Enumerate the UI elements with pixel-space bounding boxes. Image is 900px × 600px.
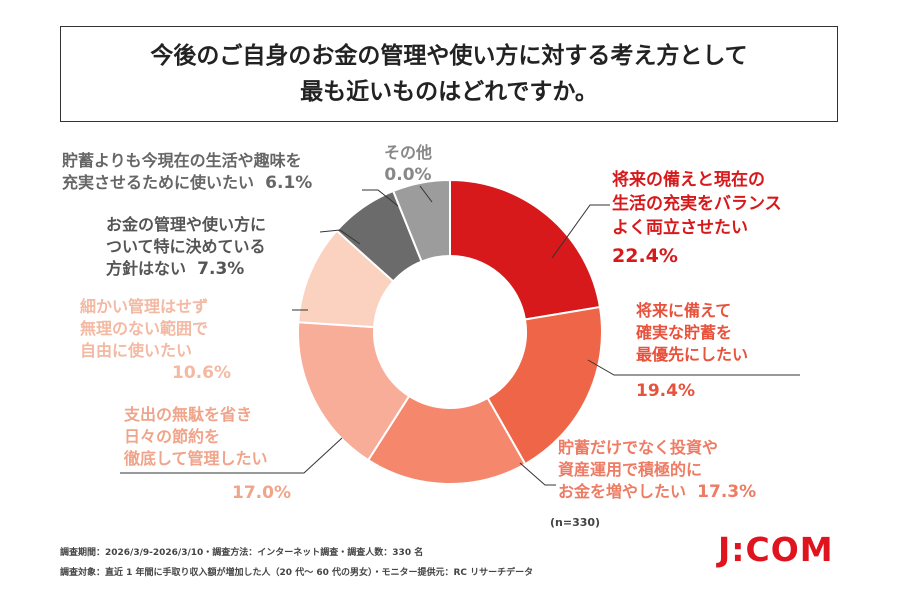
donut-slice-now: [391, 178, 451, 263]
leader-line-savings: [587, 359, 800, 376]
slice-label-invest: 貯蓄だけでなく投資や 資産運用で積極的に お金を増やしたい 17.3%: [558, 438, 757, 502]
slice-label-now: 貯蓄よりも今現在の生活や趣味を 充実させるために使いたい 6.1%: [62, 151, 313, 193]
title-line-2: 最も近いものはどれですか。: [300, 79, 598, 105]
sample-size-label: (n=330): [550, 516, 601, 529]
donut-slice-savings: [486, 305, 603, 466]
slice-pct-invest: 17.3%: [697, 482, 757, 502]
footnote-line-2: 調査対象：直近 1 年間に手取り収入額が増加した人（20 代～ 60 代の男女）…: [60, 568, 534, 578]
leader-line-frugal: [120, 437, 343, 474]
footnote-line-1: 調査期間：2026/3/9-2026/3/10・調査方法：インターネット調査・調…: [60, 548, 424, 558]
leader-line-invest: [519, 462, 556, 486]
slice-label-balance: 将来の備えと現在の 生活の充実をバランス よく両立させたい 22.4%: [612, 170, 782, 267]
slice-pct-free: 10.6%: [172, 363, 231, 383]
donut-slice-invest: [366, 394, 527, 485]
donut-slice-balance: [449, 178, 602, 321]
jcom-logo: J:COM: [718, 530, 834, 569]
title-line-1: 今後のご自身のお金の管理や使い方に対する考え方として: [150, 43, 748, 69]
slice-pct-balance: 22.4%: [612, 245, 678, 267]
slice-label-free: 細かい管理はせず 無理のない範囲で 自由に使いたい 10.6%: [80, 297, 231, 383]
chart-title: 今後のご自身のお金の管理や使い方に対する考え方として 最も近いものはどれですか。: [60, 26, 838, 122]
slice-pct-nopolicy: 7.3%: [197, 259, 245, 279]
leader-line-nopolicy: [319, 229, 361, 245]
slice-pct-savings: 19.4%: [636, 381, 695, 401]
slice-pct-other: 0.0%: [384, 165, 432, 185]
leader-line-balance: [551, 204, 610, 259]
slice-label-nopolicy: お金の管理や使い方に ついて特に決めている 方針はない 7.3%: [106, 215, 267, 279]
survey-footnote: 調査期間：2026/3/9-2026/3/10・調査方法：インターネット調査・調…: [60, 543, 533, 583]
slice-pct-frugal: 17.0%: [232, 483, 291, 503]
slice-pct-now: 6.1%: [265, 173, 313, 193]
leader-line-now: [362, 189, 399, 207]
slice-label-frugal: 支出の無駄を省き 日々の節約を 徹底して管理したい 17.0%: [124, 405, 291, 503]
slice-label-other: その他 0.0%: [384, 143, 433, 185]
leader-line-other: [419, 185, 433, 203]
slice-label-savings: 将来に備えて 確実な貯蓄を 最優先にしたい 19.4%: [636, 301, 749, 401]
